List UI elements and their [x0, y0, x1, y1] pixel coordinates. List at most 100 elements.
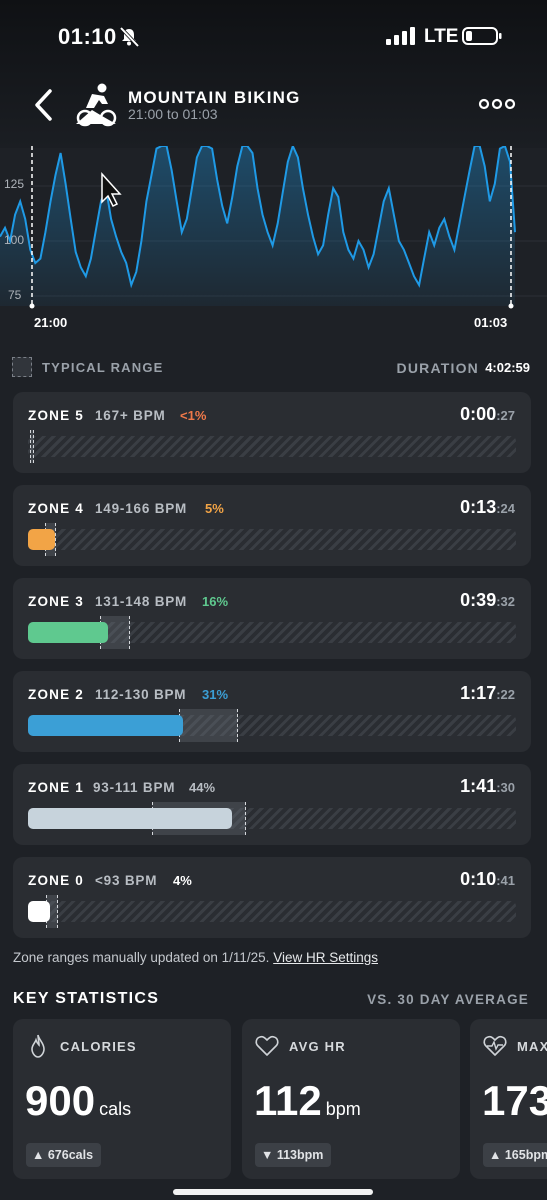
zone-time-main: 0:13 [460, 497, 497, 517]
zone-time-main: 0:39 [460, 590, 497, 610]
zone-range: <93 BPM [95, 873, 158, 888]
zone-name: ZONE 3 [28, 594, 84, 609]
zone-time-secs: :27 [496, 408, 515, 423]
zone-percent: 31% [202, 687, 229, 702]
comparison-label: VS. 30 DAY AVERAGE [367, 992, 529, 1007]
heart-icon [255, 1035, 279, 1056]
zone-percent: 4% [173, 873, 192, 888]
zone-card-5[interactable]: ZONE 5 167+ BPM <1% 0:00:27 [13, 392, 531, 473]
zone-time: 0:13:24 [460, 497, 515, 518]
more-options-icon[interactable] [476, 92, 518, 116]
zone-typical-range [30, 430, 35, 463]
chart-start-dot [29, 303, 35, 309]
heart-rate-chart-svg: 125 100 75 21:00 01:03 [0, 146, 547, 330]
home-indicator[interactable] [173, 1189, 373, 1195]
stat-comparison-badge: ▲ 676cals [26, 1143, 102, 1167]
signal-icon [386, 27, 415, 45]
calories-card[interactable]: CALORIES 900 cals ▲ 676cals [13, 1019, 231, 1179]
zone-range: 167+ BPM [95, 408, 166, 423]
zone-name: ZONE 2 [28, 687, 84, 702]
stat-label: CALORIES [60, 1039, 137, 1054]
battery-icon [462, 27, 502, 45]
zone-time: 0:10:41 [460, 869, 515, 890]
zone-range: 149-166 BPM [95, 501, 188, 516]
zone-time: 0:00:27 [460, 404, 515, 425]
stat-unit: bpm [325, 1099, 361, 1119]
zone-time-secs: :41 [496, 873, 515, 888]
chart-series-line [0, 146, 516, 289]
stat-label: MAX [517, 1039, 547, 1054]
stat-value: 112 bpm [254, 1077, 361, 1125]
zone-bar [28, 709, 516, 742]
view-hr-settings-link[interactable]: View HR Settings [273, 950, 378, 965]
zone-time-main: 1:41 [460, 776, 497, 796]
y-tick-125: 125 [4, 177, 24, 191]
y-tick-100: 100 [4, 233, 24, 247]
zone-time-secs: :24 [496, 501, 515, 516]
bell-muted-icon [119, 27, 140, 47]
page-subtitle: 21:00 to 01:03 [128, 106, 218, 122]
zone-card-0[interactable]: ZONE 0 <93 BPM 4% 0:10:41 [13, 857, 531, 938]
zone-time: 1:41:30 [460, 776, 515, 797]
x-tick-end: 01:03 [474, 315, 507, 330]
stat-comparison-badge: ▼ 113bpm [255, 1143, 332, 1167]
zone-fill [28, 529, 55, 550]
zone-card-2[interactable]: ZONE 2 112-130 BPM 31% 1:17:22 [13, 671, 531, 752]
zone-bar [28, 523, 516, 556]
zone-fill [28, 808, 232, 829]
zone-time-secs: :22 [496, 687, 515, 702]
network-label: LTE [424, 26, 459, 47]
zone-range: 131-148 BPM [95, 594, 188, 609]
zone-card-4[interactable]: ZONE 4 149-166 BPM 5% 0:13:24 [13, 485, 531, 566]
chart-area [0, 146, 515, 306]
zone-time: 0:39:32 [460, 590, 515, 611]
zone-bar [28, 616, 516, 649]
zone-name: ZONE 5 [28, 408, 84, 423]
zone-time-secs: :30 [496, 780, 515, 795]
key-statistics-title: KEY STATISTICS [13, 990, 160, 1007]
zone-time-main: 0:10 [460, 869, 497, 889]
zone-percent: 44% [189, 780, 216, 795]
avg-hr-card[interactable]: AVG HR 112 bpm ▼ 113bpm [242, 1019, 460, 1179]
typical-range-label: TYPICAL RANGE [42, 360, 164, 375]
max-hr-card[interactable]: MAX 173 ▲ 165bpm [470, 1019, 547, 1179]
heart-rate-chart[interactable]: 125 100 75 21:00 01:03 [0, 146, 547, 336]
stat-number: 173 [482, 1077, 547, 1124]
zone-range: 112-130 BPM [95, 687, 187, 702]
zone-time-main: 0:00 [460, 404, 497, 424]
stat-value: 900 cals [25, 1077, 131, 1125]
zone-time: 1:17:22 [460, 683, 515, 704]
stat-unit: cals [99, 1099, 132, 1119]
x-tick-start: 21:00 [34, 315, 67, 330]
zone-percent: <1% [180, 408, 207, 423]
zone-fill [28, 901, 50, 922]
zone-name: ZONE 0 [28, 873, 84, 888]
zone-note-text: Zone ranges manually updated on 1/11/25. [13, 950, 270, 965]
page-title: MOUNTAIN BIKING [128, 88, 301, 107]
zone-card-3[interactable]: ZONE 3 131-148 BPM 16% 0:39:32 [13, 578, 531, 659]
status-time: 01:10 [58, 24, 117, 49]
zone-bar [28, 802, 516, 835]
zone-note: Zone ranges manually updated on 1/11/25.… [13, 950, 378, 965]
mountain-biking-icon [76, 83, 117, 127]
stat-number: 900 [25, 1077, 96, 1124]
typical-range-swatch [12, 357, 32, 377]
stat-label: AVG HR [289, 1039, 346, 1054]
zone-range: 93-111 BPM [93, 780, 176, 795]
stat-value: 173 [482, 1077, 547, 1125]
y-tick-75: 75 [8, 288, 22, 302]
zone-time-main: 1:17 [460, 683, 497, 703]
zone-bar [28, 895, 516, 928]
zone-percent: 5% [205, 501, 224, 516]
zone-time-secs: :32 [496, 594, 515, 609]
back-icon[interactable] [30, 86, 58, 124]
zone-typical-range [178, 709, 238, 742]
stat-comparison-badge: ▲ 165bpm [483, 1143, 547, 1167]
zone-bar [28, 430, 516, 463]
cursor-pointer-icon [101, 172, 122, 208]
zone-card-1[interactable]: ZONE 1 93-111 BPM 44% 1:41:30 [13, 764, 531, 845]
zone-fill [28, 715, 184, 736]
duration-label: DURATION [396, 360, 479, 376]
flame-icon [31, 1034, 45, 1058]
stat-number: 112 [254, 1077, 322, 1124]
